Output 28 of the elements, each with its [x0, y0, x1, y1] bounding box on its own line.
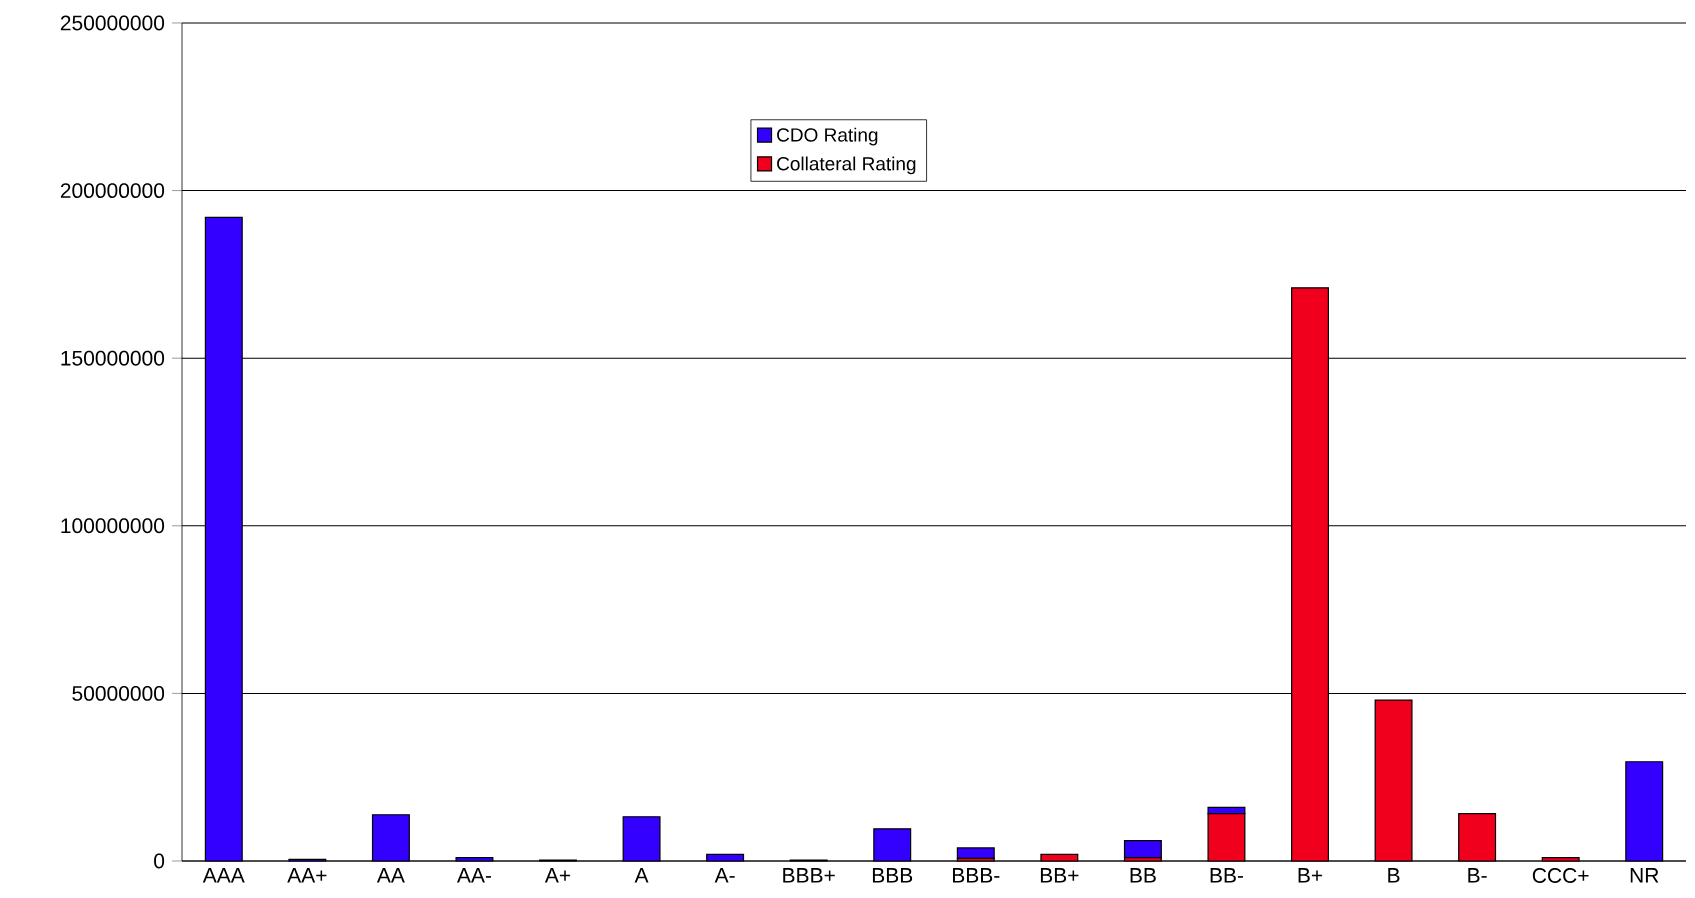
x-tick-label: CCC+: [1532, 868, 1589, 883]
x-tick-label: A+: [544, 868, 571, 883]
x-tick-label: NR: [1630, 868, 1659, 883]
x-tick-label: AA+: [287, 868, 327, 883]
x-tick-label: BB: [1130, 868, 1156, 883]
x-tick-label: AA: [376, 868, 405, 883]
x-tick-label: B+: [1298, 868, 1323, 883]
x-tick-label: BBB: [872, 868, 913, 883]
legend-label: CDO Rating: [777, 127, 878, 146]
y-tick-label: 100000000: [61, 518, 165, 534]
x-tick-label: B: [1388, 868, 1400, 883]
x-tick-label: BBB-: [953, 868, 1000, 883]
x-tick-label: AA-: [456, 868, 492, 883]
legend-label: Collateral Rating: [777, 156, 916, 175]
y-tick-label: 0: [154, 853, 165, 869]
x-tick-label: A: [634, 868, 649, 883]
bar: [1123, 839, 1162, 859]
x-tick-label: B-: [1468, 868, 1487, 883]
x-tick-label: A-: [714, 868, 735, 883]
y-tick-label: 250000000: [60, 15, 165, 31]
x-tick-label: BB-: [1210, 868, 1244, 883]
x-tick-label: AAA: [202, 868, 245, 883]
y-tick-label: 150000000: [61, 350, 165, 366]
x-tick-label: BBB+: [783, 868, 835, 883]
y-tick-label: 50000000: [72, 685, 165, 701]
y-tick-label: 200000000: [60, 183, 165, 199]
bar: [956, 847, 995, 859]
x-tick-label: BB+: [1040, 868, 1079, 883]
